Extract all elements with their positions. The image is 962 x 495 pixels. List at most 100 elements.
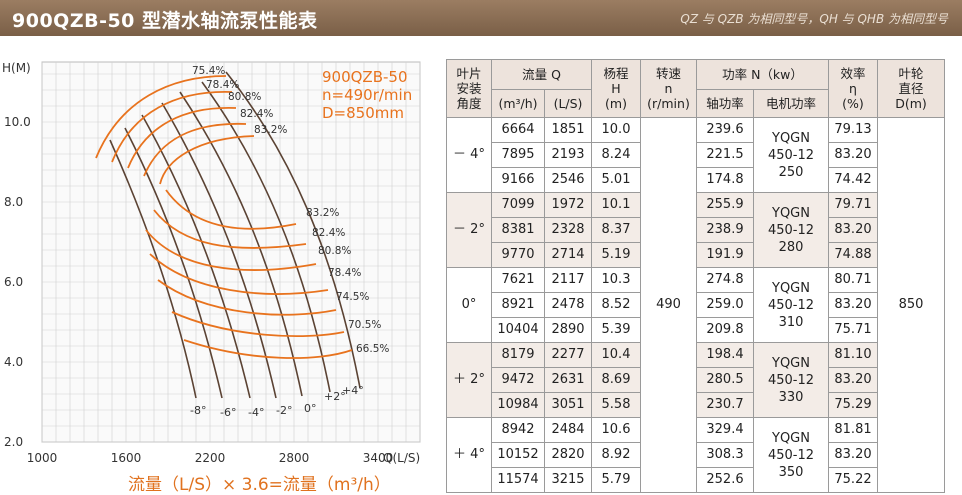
table-row: ＋ 4° 8942 2484 10.6 329.4 YQGN 450-12 350 81.81 [446, 417, 945, 493]
cell-shaft-power: 274.8 [696, 267, 754, 293]
cell-flow-ls: 2484 [544, 417, 592, 443]
cell-shaft-power: 308.3 [696, 442, 754, 468]
blade-angle-label: -8° [190, 404, 206, 417]
efficiency-curve [171, 311, 345, 338]
efficiency-label: 75.4% [192, 65, 225, 77]
header-flow: 流量 Q [491, 59, 592, 90]
chart-inset-line: 900QZB-50 [322, 68, 408, 86]
efficiency-curve [157, 279, 337, 316]
x-tick-label: 2800 [279, 451, 310, 465]
table-row: 9472 2631 8.69 280.5 83.20 [447, 367, 945, 393]
cell-eff: 79.13 [828, 117, 878, 143]
page-title: 900QZB-50 型潜水轴流泵性能表 [12, 10, 318, 32]
header-head: 杨程 H (m) [591, 59, 641, 118]
blade-angle-label: -2° [276, 404, 292, 417]
cell-angle: ＋ 2° [446, 342, 492, 418]
cell-head: 8.37 [591, 217, 641, 243]
header-speed: 转速 n (r/min) [640, 59, 697, 118]
motor-power-line: 330 [778, 389, 804, 405]
y-tick-label: 4.0 [4, 355, 23, 369]
cell-angle: ＋ 4° [446, 417, 492, 493]
motor-power-line: 280 [778, 239, 804, 255]
cell-flow-m3h: 8942 [491, 417, 545, 443]
efficiency-label: 80.8% [318, 245, 351, 257]
motor-power-line: 450-12 [767, 447, 815, 463]
efficiency-curve [143, 122, 247, 177]
cell-flow-ls: 2631 [544, 367, 592, 393]
cell-flow-ls: 3215 [544, 467, 592, 493]
blade-angle-curve [201, 81, 331, 393]
motor-power-line: YQGN [772, 130, 810, 146]
cell-flow-m3h: 6664 [491, 117, 545, 143]
table-row: 10404 2890 5.39 209.8 75.71 [447, 317, 945, 343]
cell-eff: 75.71 [828, 317, 878, 343]
motor-power-line: YQGN [772, 280, 810, 296]
cell-flow-m3h: 8179 [491, 342, 545, 368]
cell-head: 10.4 [591, 342, 641, 368]
motor-power-line: YQGN [772, 355, 810, 371]
cell-head: 10.0 [591, 117, 641, 143]
cell-head: 8.24 [591, 142, 641, 168]
cell-flow-ls: 2277 [544, 342, 592, 368]
cell-shaft-power: 252.6 [696, 467, 754, 493]
chart-svg: 1000 1600 2200 2800 3400 2.0 4.0 6.0 8.0 10.0 H(M)… [2, 61, 421, 465]
table-body: － 4° 6664 1851 10.0 490 239.6 YQGN 450-12 250 79.… [446, 117, 945, 493]
x-tick-label: 2200 [195, 451, 226, 465]
cell-flow-ls: 2478 [544, 292, 592, 318]
efficiency-curve [111, 91, 233, 163]
cell-eff: 83.20 [828, 217, 878, 243]
efficiency-label: 66.5% [356, 343, 389, 355]
motor-power-line: 450-12 [767, 147, 815, 163]
cell-eff: 75.29 [828, 392, 878, 418]
table-row: 11574 3215 5.79 252.6 75.22 [447, 467, 945, 493]
cell-speed: 490 [640, 117, 697, 493]
conversion-formula: 流量（L/S）× 3.6=流量（m³/h） [128, 475, 391, 495]
performance-chart: 1000 1600 2200 2800 3400 2.0 4.0 6.0 8.0 10.0 H(M)… [0, 40, 440, 493]
header-power: 功率 N（kw） [696, 59, 829, 90]
cell-flow-ls: 2328 [544, 217, 592, 243]
cell-shaft-power: 221.5 [696, 142, 754, 168]
blade-angle-curve [141, 114, 251, 399]
header-flow-m3h: (m³/h) [491, 89, 545, 118]
cell-shaft-power: 209.8 [696, 317, 754, 343]
cell-flow-ls: 1972 [544, 192, 592, 218]
cell-flow-ls: 1851 [544, 117, 592, 143]
cell-flow-ls: 2820 [544, 442, 592, 468]
cell-flow-m3h: 9166 [491, 167, 545, 193]
blade-angle-label: +4° [342, 384, 364, 397]
cell-shaft-power: 255.9 [696, 192, 754, 218]
cell-shaft-power: 280.5 [696, 367, 754, 393]
cell-motor-power: YQGN 450-12 250 [753, 117, 829, 193]
model-note: QZ 与 QZB 为相同型号，QH 与 QHB 为相同型号 [680, 12, 948, 26]
cell-dia: 850 [877, 117, 945, 493]
efficiency-label: 83.2% [306, 207, 339, 219]
cell-angle: － 4° [446, 117, 492, 193]
motor-power-line: 250 [778, 164, 804, 180]
cell-motor-power: YQGN 450-12 330 [753, 342, 829, 418]
cell-head: 5.79 [591, 467, 641, 493]
y-tick-label: 8.0 [4, 195, 23, 209]
cell-eff: 83.20 [828, 142, 878, 168]
header-motor-power: 电机功率 [753, 89, 829, 118]
cell-shaft-power: 239.6 [696, 117, 754, 143]
blade-angle-curve [225, 71, 361, 389]
motor-power-line: YQGN [772, 430, 810, 446]
x-tick-label: 1000 [27, 451, 58, 465]
efficiency-label: 82.4% [312, 227, 345, 239]
motor-power-line: 450-12 [767, 222, 815, 238]
cell-head: 8.52 [591, 292, 641, 318]
cell-eff: 79.71 [828, 192, 878, 218]
cell-flow-m3h: 9770 [491, 242, 545, 268]
cell-flow-ls: 2714 [544, 242, 592, 268]
cell-shaft-power: 329.4 [696, 417, 754, 443]
motor-power-line: 350 [778, 464, 804, 480]
y-tick-label: 6.0 [4, 275, 23, 289]
cell-motor-power: YQGN 450-12 350 [753, 417, 829, 493]
cell-flow-m3h: 9472 [491, 367, 545, 393]
blade-angle-label: +2° [324, 390, 346, 403]
table-row: 0° 7621 2117 10.3 274.8 YQGN 450-12 310 80.71 [446, 267, 945, 343]
cell-eff: 80.71 [828, 267, 878, 293]
blade-angle-label: -4° [248, 406, 264, 419]
cell-head: 10.3 [591, 267, 641, 293]
cell-eff: 83.20 [828, 442, 878, 468]
